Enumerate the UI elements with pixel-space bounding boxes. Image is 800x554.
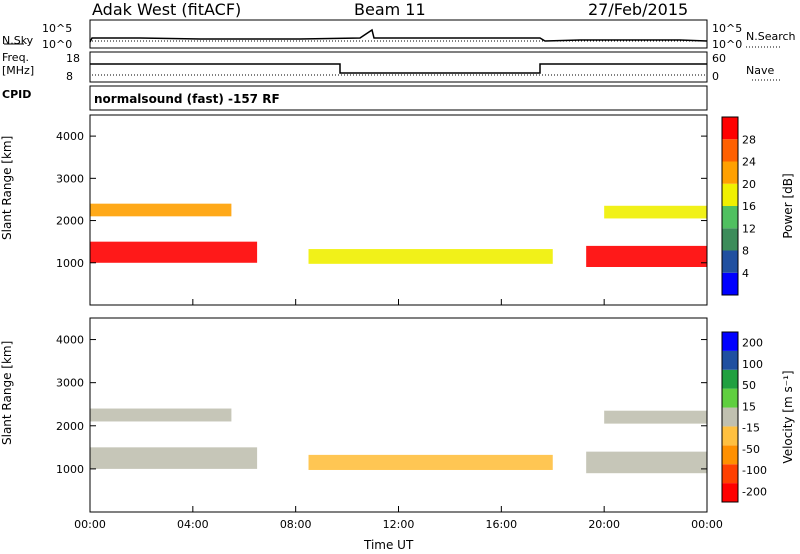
velocity-ytick-label-0: 1000 xyxy=(56,463,84,476)
power-colorbar-seg-1 xyxy=(722,250,738,273)
velocity-xtick-label-5: 20:00 xyxy=(588,518,620,531)
velocity-colorbar-frame xyxy=(721,331,739,503)
power-colorbar-seg-6 xyxy=(722,139,738,162)
velocity-colorbar-tick-6: -100 xyxy=(742,464,767,477)
power-band-2 xyxy=(308,249,553,264)
velocity-colorbar-seg-6 xyxy=(722,369,738,389)
power-colorbar-tick-2: 12 xyxy=(742,222,756,235)
power-heatmap: 1000 2000 3000 4000 4 8 12 16 20 24 28 Power [dB] xyxy=(56,114,795,306)
power-colorbar-tick-5: 24 xyxy=(742,156,756,169)
freq-label-line1: Freq. xyxy=(2,51,30,64)
noise-left-tick-bottom: 10^0 xyxy=(42,38,73,51)
velocity-ytick-label-1: 2000 xyxy=(56,420,84,433)
cpid-label: CPID xyxy=(2,88,32,101)
noise-sky-line xyxy=(89,28,708,43)
station-title: Adak West (fitACF) xyxy=(92,0,242,19)
velocity-band-0 xyxy=(90,447,258,469)
power-band-1 xyxy=(90,203,232,217)
noise-right-tick-bottom: 10^0 xyxy=(712,38,743,51)
freq-left-tick-top: 18 xyxy=(66,52,80,65)
power-colorbar-tick-6: 28 xyxy=(742,133,756,146)
freq-left-tick-bottom: 8 xyxy=(66,70,73,83)
time-xlabel: Time UT xyxy=(364,538,414,552)
velocity-colorbar-tick-1: 100 xyxy=(742,358,763,371)
freq-line xyxy=(90,63,707,74)
velocity-colorbar-seg-1 xyxy=(722,464,738,484)
nave-right-tick-top: 60 xyxy=(712,52,726,65)
noise-panel-frame xyxy=(89,19,708,49)
velocity-xtick-label-6: 00:00 xyxy=(691,518,723,531)
power-colorbar-tick-3: 16 xyxy=(742,200,756,213)
power-ytick-label-1: 2000 xyxy=(56,215,84,228)
velocity-colorbar-seg-8 xyxy=(722,332,738,351)
nave-right-tick-bottom: 0 xyxy=(712,70,719,83)
velocity-colorbar-tick-7: -200 xyxy=(742,485,767,498)
velocity-xtick-label-3: 12:00 xyxy=(383,518,415,531)
velocity-ytick-label-3: 4000 xyxy=(56,334,84,347)
power-colorbar-tick-1: 8 xyxy=(742,245,749,258)
velocity-colorbar-tick-3: 15 xyxy=(742,400,756,413)
velocity-xtick-label-2: 08:00 xyxy=(280,518,312,531)
velocity-colorbar-seg-5 xyxy=(722,388,738,408)
velocity-colorbar-seg-2 xyxy=(722,445,738,465)
power-ylabel: Slant Range [km] xyxy=(0,135,14,240)
velocity-xtick-label-4: 16:00 xyxy=(485,518,517,531)
velocity-colorbar-tick-5: -50 xyxy=(742,443,760,456)
date-label: 27/Feb/2015 xyxy=(588,0,689,19)
power-colorbar-frame xyxy=(721,116,739,296)
power-colorbar-seg-5 xyxy=(722,161,738,184)
power-colorbar-tick-0: 4 xyxy=(742,267,749,280)
cpid-panel-frame xyxy=(89,85,708,111)
velocity-ytick-label-2: 3000 xyxy=(56,377,84,390)
power-ytick-label-3: 4000 xyxy=(56,130,84,143)
power-colorbar-seg-3 xyxy=(722,206,738,229)
freq-panel-frame xyxy=(89,51,708,83)
velocity-colorbar-label: Velocity [m s⁻¹] xyxy=(781,370,795,463)
power-colorbar-seg-0 xyxy=(722,272,738,295)
beam-label: Beam 11 xyxy=(354,0,426,19)
velocity-band-4 xyxy=(604,410,707,424)
velocity-colorbar-tick-2: 50 xyxy=(742,379,756,392)
cpid-text: normalsound (fast) -157 RF xyxy=(94,92,280,106)
noise-search-label: N.Search xyxy=(746,30,796,43)
power-ytick-label-2: 3000 xyxy=(56,172,84,185)
velocity-colorbar-tick-0: 200 xyxy=(742,337,763,350)
velocity-band-2 xyxy=(308,454,553,470)
power-colorbar-seg-7 xyxy=(722,117,738,140)
velocity-heatmap: 1000 2000 3000 4000 00:00 04:00 08:00 12:00 16:0… xyxy=(56,317,795,531)
noise-right-tick-top: 10^5 xyxy=(712,22,743,35)
velocity-band-1 xyxy=(90,408,232,422)
velocity-colorbar-tick-4: -15 xyxy=(742,422,760,435)
power-band-4 xyxy=(604,205,707,219)
velocity-ylabel: Slant Range [km] xyxy=(0,340,14,445)
power-colorbar-seg-4 xyxy=(722,183,738,206)
power-band-3 xyxy=(586,245,707,267)
velocity-colorbar-seg-7 xyxy=(722,350,738,370)
velocity-colorbar-seg-3 xyxy=(722,426,738,446)
power-band-0 xyxy=(90,241,258,263)
power-colorbar-label: Power [dB] xyxy=(781,173,795,238)
power-colorbar-seg-2 xyxy=(722,228,738,251)
velocity-band-3 xyxy=(586,451,707,474)
velocity-colorbar-seg-4 xyxy=(722,407,738,427)
velocity-xtick-label-0: 00:00 xyxy=(74,518,106,531)
noise-left-tick-top: 10^5 xyxy=(42,22,73,35)
velocity-colorbar-seg-0 xyxy=(722,483,738,502)
power-colorbar-tick-4: 20 xyxy=(742,178,756,191)
freq-label-line2: [MHz] xyxy=(2,64,35,77)
power-ytick-label-0: 1000 xyxy=(56,257,84,270)
velocity-xtick-label-1: 04:00 xyxy=(177,518,209,531)
nave-label: Nave xyxy=(746,64,775,77)
